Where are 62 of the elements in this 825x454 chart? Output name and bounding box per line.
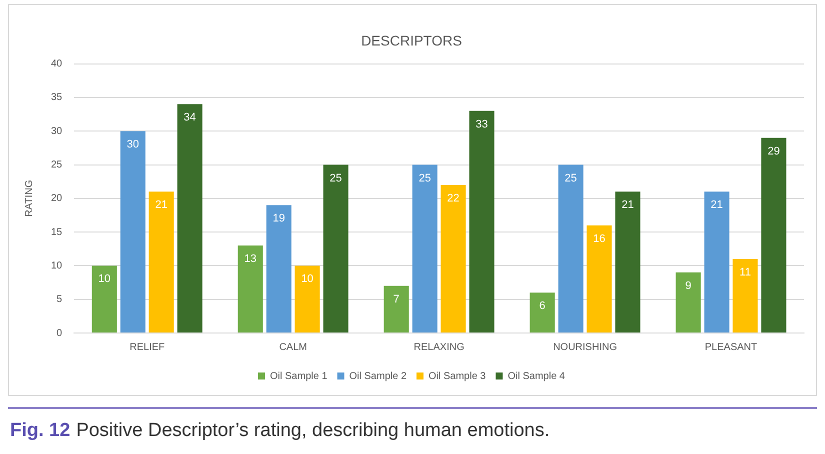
- data-label: 25: [418, 172, 431, 184]
- data-label: 13: [244, 253, 257, 266]
- y-tick-label: 0: [56, 328, 63, 339]
- bar: [412, 164, 438, 332]
- y-tick-label: 15: [51, 226, 63, 238]
- legend-label: Oil Sample 4: [508, 370, 566, 382]
- bar: [676, 272, 701, 332]
- x-tick-label: NOURISHING: [553, 342, 618, 353]
- y-tick-label: 35: [51, 92, 63, 104]
- bar: [615, 192, 640, 332]
- data-label: 16: [593, 232, 606, 245]
- y-tick-label: 20: [51, 193, 63, 204]
- bar: [120, 131, 146, 332]
- bar: [732, 258, 758, 332]
- bar: [266, 205, 292, 332]
- bar: [384, 286, 409, 332]
- data-label: 10: [98, 273, 111, 286]
- data-label: 22: [447, 192, 460, 204]
- data-label: 10: [301, 273, 314, 286]
- data-label: 25: [330, 172, 342, 184]
- data-label: 29: [768, 145, 780, 158]
- data-label: 34: [184, 112, 196, 124]
- legend-label: Oil Sample 3: [428, 370, 486, 382]
- y-tick-label: 40: [51, 58, 63, 70]
- data-label: 25: [564, 172, 577, 184]
- caption: Fig. 12: [10, 420, 70, 441]
- legend-label: Oil Sample 1: [270, 370, 328, 382]
- bar: [558, 164, 584, 332]
- text: Positive Descriptor’s rating, describing human emotions.: [76, 420, 550, 441]
- bar: [761, 138, 786, 332]
- data-label: 30: [126, 138, 140, 151]
- data-label: 11: [740, 266, 751, 278]
- y-tick-label: 30: [51, 126, 63, 137]
- data-label: 6: [539, 300, 546, 312]
- data-label: 21: [710, 199, 723, 212]
- y-tick-label: 5: [56, 294, 63, 306]
- bar: [238, 246, 263, 332]
- y-axis-title: RATING: [24, 180, 35, 217]
- data-label: 21: [622, 199, 634, 212]
- data-label: 7: [393, 293, 400, 306]
- chart-title: DESCRIPTORS: [361, 32, 462, 48]
- bar: [294, 266, 320, 332]
- bar: [177, 104, 202, 332]
- bar: [704, 192, 730, 332]
- x-tick-label: RELAXING: [414, 342, 465, 353]
- y-tick-label: 10: [51, 260, 63, 272]
- bar: [469, 110, 494, 332]
- bar: [440, 184, 466, 332]
- bar: [92, 266, 117, 332]
- bar: [148, 192, 174, 332]
- data-label: 21: [155, 199, 168, 212]
- y-tick-label: 25: [51, 160, 63, 170]
- x-tick-label: CALM: [279, 342, 307, 353]
- bar: [586, 225, 612, 332]
- bar: [530, 292, 555, 332]
- legend-label: Oil Sample 2: [349, 370, 407, 382]
- data-label: 33: [476, 118, 488, 130]
- x-tick-label: RELIEF: [130, 342, 165, 353]
- data-label: 19: [272, 212, 285, 225]
- data-label: 9: [685, 280, 692, 292]
- bar: [323, 164, 348, 332]
- x-tick-label: PLEASANT: [704, 342, 758, 353]
